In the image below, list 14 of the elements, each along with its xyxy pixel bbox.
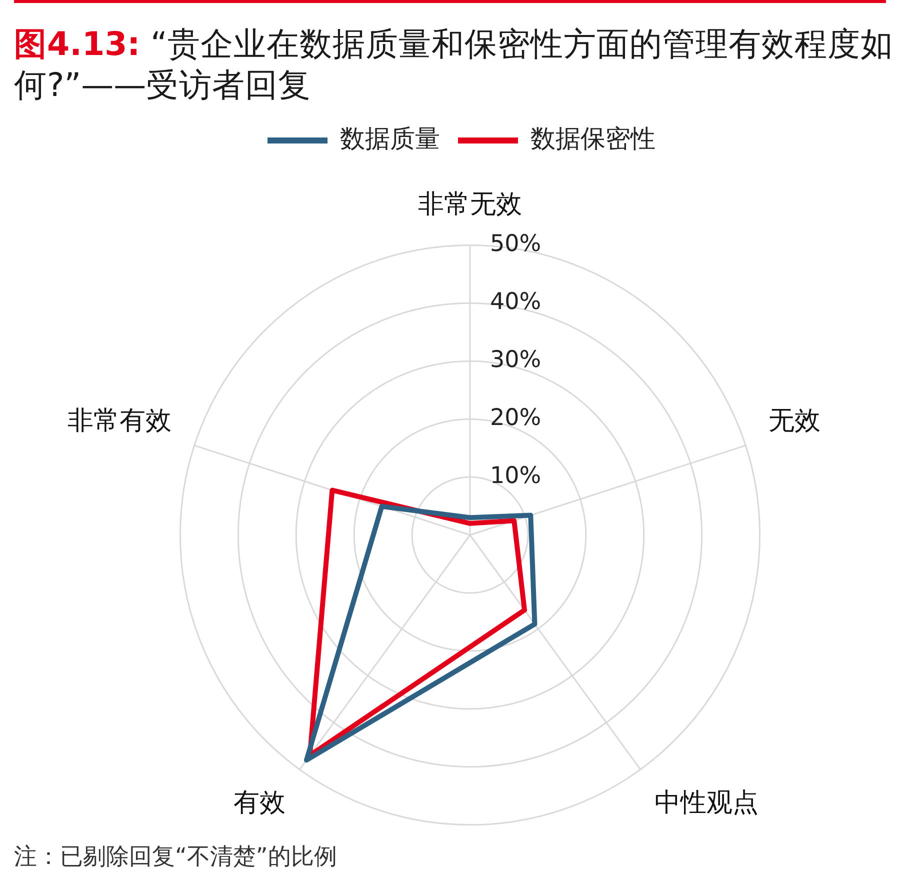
text: 注：已剔除回复“不清楚”的比例 <box>14 843 337 871</box>
y-tick-label: 30% <box>490 347 542 374</box>
y-tick-label: 20% <box>490 405 542 432</box>
legend-label: 数据保密性 <box>530 124 656 153</box>
spoke-label: 无效 <box>768 406 820 436</box>
y-tick-label: 10% <box>490 463 542 490</box>
legend-label: 数据质量 <box>340 124 440 153</box>
chart-title: 图4.13: “贵企业在数据质量和保密性方面的管理有效程度如何?”——受访者回复 <box>14 25 894 104</box>
spoke-label: 中性观点 <box>654 788 758 818</box>
y-tick-label: 50% <box>490 231 542 258</box>
y-tick-label: 40% <box>490 289 542 316</box>
spoke-label: 非常有效 <box>68 406 172 436</box>
spoke-label: 非常无效 <box>418 189 522 220</box>
spoke-label: 有效 <box>234 788 286 818</box>
